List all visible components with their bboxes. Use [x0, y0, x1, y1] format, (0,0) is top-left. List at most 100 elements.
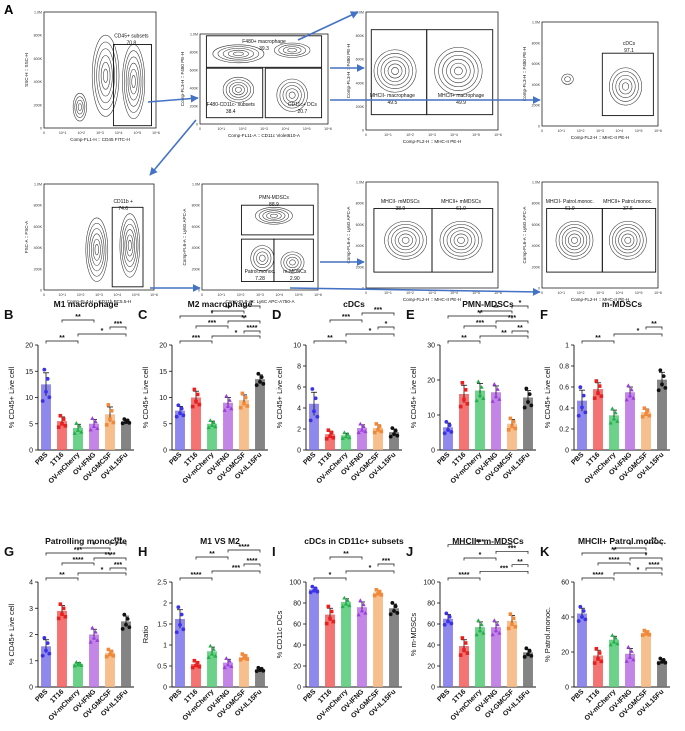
gate-name: m-MDSCs — [283, 269, 307, 275]
bar — [459, 646, 469, 687]
y-tick-label: 10 — [159, 395, 167, 402]
flow-ytick-label: 0 — [40, 127, 42, 131]
data-point — [393, 604, 398, 609]
significance-bracket — [597, 562, 631, 566]
data-point — [624, 659, 629, 663]
flow-ytick-label: 200K — [34, 267, 43, 271]
data-point — [342, 595, 347, 600]
data-point — [208, 643, 213, 648]
contour-line — [131, 75, 136, 89]
data-point — [376, 428, 380, 432]
data-point — [245, 404, 250, 408]
contour-line — [446, 58, 471, 84]
significance-label: ** — [595, 335, 601, 342]
data-point — [340, 436, 345, 440]
y-axis-label: % Patrol.monoc. — [543, 607, 552, 662]
category-label: PBS — [570, 451, 585, 466]
flow-xtick-label: 10^5 — [472, 291, 480, 295]
data-point — [526, 652, 530, 657]
bar — [357, 607, 367, 687]
flow-xlabel: Comp-FL4-H :: CD11b PC5.5-H — [67, 299, 132, 304]
data-point — [190, 404, 195, 409]
flow-xlabel: Comp-FL2-H :: MHC-II PE-H — [571, 135, 629, 140]
gate-name: MHCII- Patrol.monoc. — [546, 199, 594, 205]
significance-label: **** — [247, 558, 258, 565]
flow-xtick-label: 0 — [541, 291, 543, 295]
data-point — [127, 625, 132, 630]
y-tick-label: 100 — [423, 580, 435, 587]
data-point — [449, 430, 454, 434]
data-point — [313, 586, 318, 591]
contour-line — [87, 222, 107, 277]
significance-label: * — [645, 552, 648, 559]
data-point — [592, 661, 597, 665]
data-point — [599, 659, 604, 664]
contour-line — [253, 248, 272, 269]
contour-line — [98, 55, 113, 97]
y-tick-label: 0 — [29, 685, 33, 692]
flow-xtick-label: 10^6 — [654, 291, 662, 295]
data-point — [75, 428, 81, 432]
flow-ytick-label: 600K — [356, 58, 365, 62]
y-tick-label: 0.4 — [559, 406, 569, 413]
contour-line — [442, 54, 475, 88]
data-point — [458, 404, 463, 409]
flow-plot-frame — [43, 11, 157, 129]
flow-ytick-label: 400K — [192, 246, 201, 250]
significance-label: **** — [649, 562, 660, 569]
significance-label: * — [629, 542, 632, 549]
gate-name: CD45+ subsets — [114, 34, 149, 40]
y-tick-label: 20 — [427, 378, 435, 385]
flow-xtick-label: 0 — [199, 127, 201, 131]
flow-ytick-label: 600K — [532, 223, 541, 227]
bar — [191, 663, 201, 687]
data-point — [224, 656, 229, 660]
data-point — [108, 417, 112, 421]
bar — [223, 402, 233, 450]
data-point — [597, 384, 602, 388]
flow-xtick-label: 10^4 — [450, 291, 458, 295]
data-point — [261, 668, 266, 673]
significance-label: ** — [461, 335, 467, 342]
chart-title: Patrolling monocyte — [45, 536, 127, 546]
data-point — [88, 427, 93, 432]
bar — [89, 634, 99, 687]
contour-line — [564, 230, 585, 251]
flow-xtick-label: 10^6 — [494, 291, 502, 295]
significance-label: **** — [73, 557, 84, 564]
gate-value: 39.3 — [259, 46, 269, 52]
flow-ytick-label: 1.0M — [34, 11, 42, 15]
flow-ytick-label: 1.0M — [532, 181, 540, 185]
y-tick-label: 4 — [297, 406, 301, 413]
flow-xtick-label: 10^5 — [133, 131, 141, 135]
data-point — [594, 646, 599, 651]
significance-bracket — [179, 340, 213, 344]
flow-ytick-label: 400K — [34, 80, 43, 84]
data-point — [508, 416, 513, 421]
flow-ytick-label: 800K — [356, 202, 365, 206]
significance-label: **** — [247, 325, 258, 332]
bar — [593, 655, 603, 687]
gate-rect — [426, 29, 494, 116]
bar — [191, 397, 201, 450]
bar — [389, 608, 399, 687]
bar — [41, 646, 51, 687]
data-point — [395, 433, 400, 438]
panel-label: D — [272, 307, 281, 322]
flow-xtick-label: 10^4 — [281, 127, 289, 131]
flow-ytick-label: 1.0M — [532, 21, 540, 25]
panel-label: G — [4, 544, 14, 559]
flow-xlabel: Comp-FL1-H :: CD45 FITC-H — [70, 137, 130, 142]
data-point — [476, 618, 481, 623]
gate-rect — [112, 44, 152, 127]
gate-name: cDCs — [623, 41, 636, 47]
data-point — [312, 409, 316, 414]
data-point — [660, 382, 664, 387]
flow-ytick-label: 0 — [362, 129, 364, 133]
contour-line — [127, 239, 132, 252]
data-point — [209, 423, 215, 428]
contour-line — [127, 62, 140, 101]
